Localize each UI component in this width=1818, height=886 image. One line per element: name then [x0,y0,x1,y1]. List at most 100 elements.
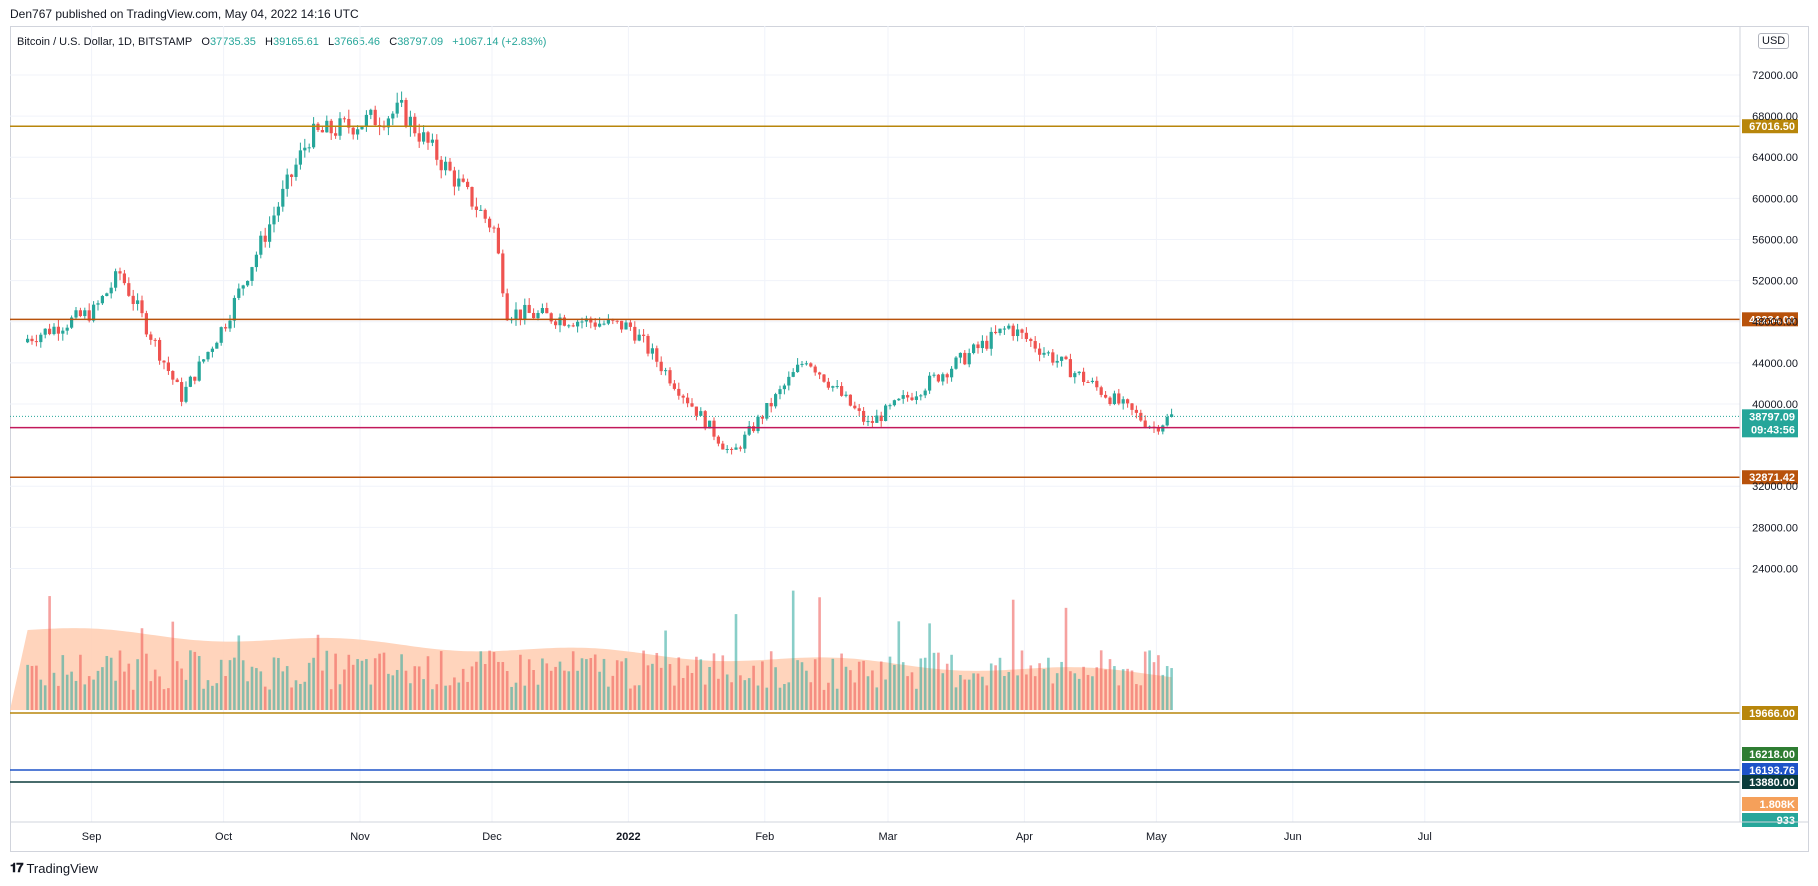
volume-bar [197,656,201,710]
candle-body [712,420,716,437]
candle-body [690,403,694,407]
candle-body [932,374,936,376]
volume-bar [1135,684,1138,710]
candle-body [285,174,289,189]
volume-bar [1007,672,1011,710]
candle-body [290,174,294,177]
volume-bar [162,689,166,710]
candle-body [1104,394,1108,398]
volume-bar [193,651,197,710]
volume-bar [277,657,280,710]
volume-bar [329,689,333,710]
volume-bar [1091,676,1094,710]
candle-body [1016,329,1020,337]
level-lines-layer: 67016.5048234.0037701.0032871.4238797.09… [10,119,1798,827]
candle-body [422,132,426,142]
candle-body [312,123,316,148]
candle-body [158,339,162,361]
currency-badge[interactable]: USD [1758,33,1790,49]
candle-body [184,386,188,402]
candle-body [1126,399,1130,404]
candle-body [831,386,835,388]
volume-bar [1038,663,1041,710]
candle-body [488,218,492,228]
volume-bar [435,684,439,710]
volume-bar [461,668,465,710]
time-tick-label: Nov [350,831,370,843]
volume-bar [941,673,945,710]
candle-body [884,405,888,422]
volume-bar [769,651,773,710]
last-price-label: 38797.09 [1749,411,1795,423]
candle-body [677,388,681,396]
volume-bar [580,658,584,710]
volume-bar [598,671,601,710]
volume-bar [519,654,522,710]
candle-body [760,416,764,419]
candle-body [1073,373,1077,378]
candle-body [633,326,637,341]
volume-bar [272,657,276,710]
volume-bar [268,689,271,710]
candle-body [1002,328,1006,330]
volume-bar [497,661,500,710]
price-tick-label: 64000.00 [1752,152,1798,164]
candle-body [215,342,219,349]
chart-frame[interactable] [10,26,1809,852]
volume-bar [725,674,729,710]
price-tick-label: 32000.00 [1752,481,1798,493]
volume-bar [501,662,505,710]
candle-body [725,448,729,450]
candle-body [78,310,82,317]
volume-bar [695,656,698,710]
volume-bar [26,664,29,710]
volume-bar [523,685,527,710]
candle-body [1020,329,1024,333]
candle-body [1165,416,1169,426]
candle-body [571,325,575,327]
candle-body [668,370,672,384]
price-tick-label: 24000.00 [1752,563,1798,575]
candle-body [452,170,456,187]
volume-ma-tag [1742,797,1798,811]
volume-bar [1082,666,1085,710]
volume-bar [976,673,980,710]
candle-body [228,320,232,329]
candle-body [545,308,549,314]
candle-body [589,318,593,323]
candle-body [1170,414,1174,417]
volume-bar [1086,674,1090,710]
candle-body [254,254,258,268]
volume-bar [145,653,148,710]
candle-body [813,366,817,373]
candle-body [391,113,395,119]
volume-bar [483,664,487,710]
candle-body [576,321,580,327]
candle-body [1029,338,1033,342]
candle-body [1156,427,1160,432]
candle-body [923,390,927,396]
volume-bar [1069,671,1072,710]
candle-body [118,271,122,274]
volume-bar [888,656,892,710]
volume-layer [10,590,1173,710]
volume-bar [1025,674,1028,710]
volume-bar [1016,675,1019,710]
candle-body [1042,352,1046,355]
candle-body [202,359,206,362]
price-tick-label: 52000.00 [1752,276,1798,288]
candle-layer [26,91,1174,455]
volume-bar [351,664,355,710]
countdown-label: 09:43:56 [1751,424,1795,436]
volume-bar [259,671,263,710]
candle-body [52,326,56,335]
last-price-tag [1742,409,1798,438]
candle-body [26,338,30,343]
volume-bar [879,661,883,710]
volume-bar [690,673,694,710]
volume-bar [228,660,232,710]
volume-bar [325,650,329,710]
volume-bar [184,679,188,710]
candle-body [906,395,910,398]
